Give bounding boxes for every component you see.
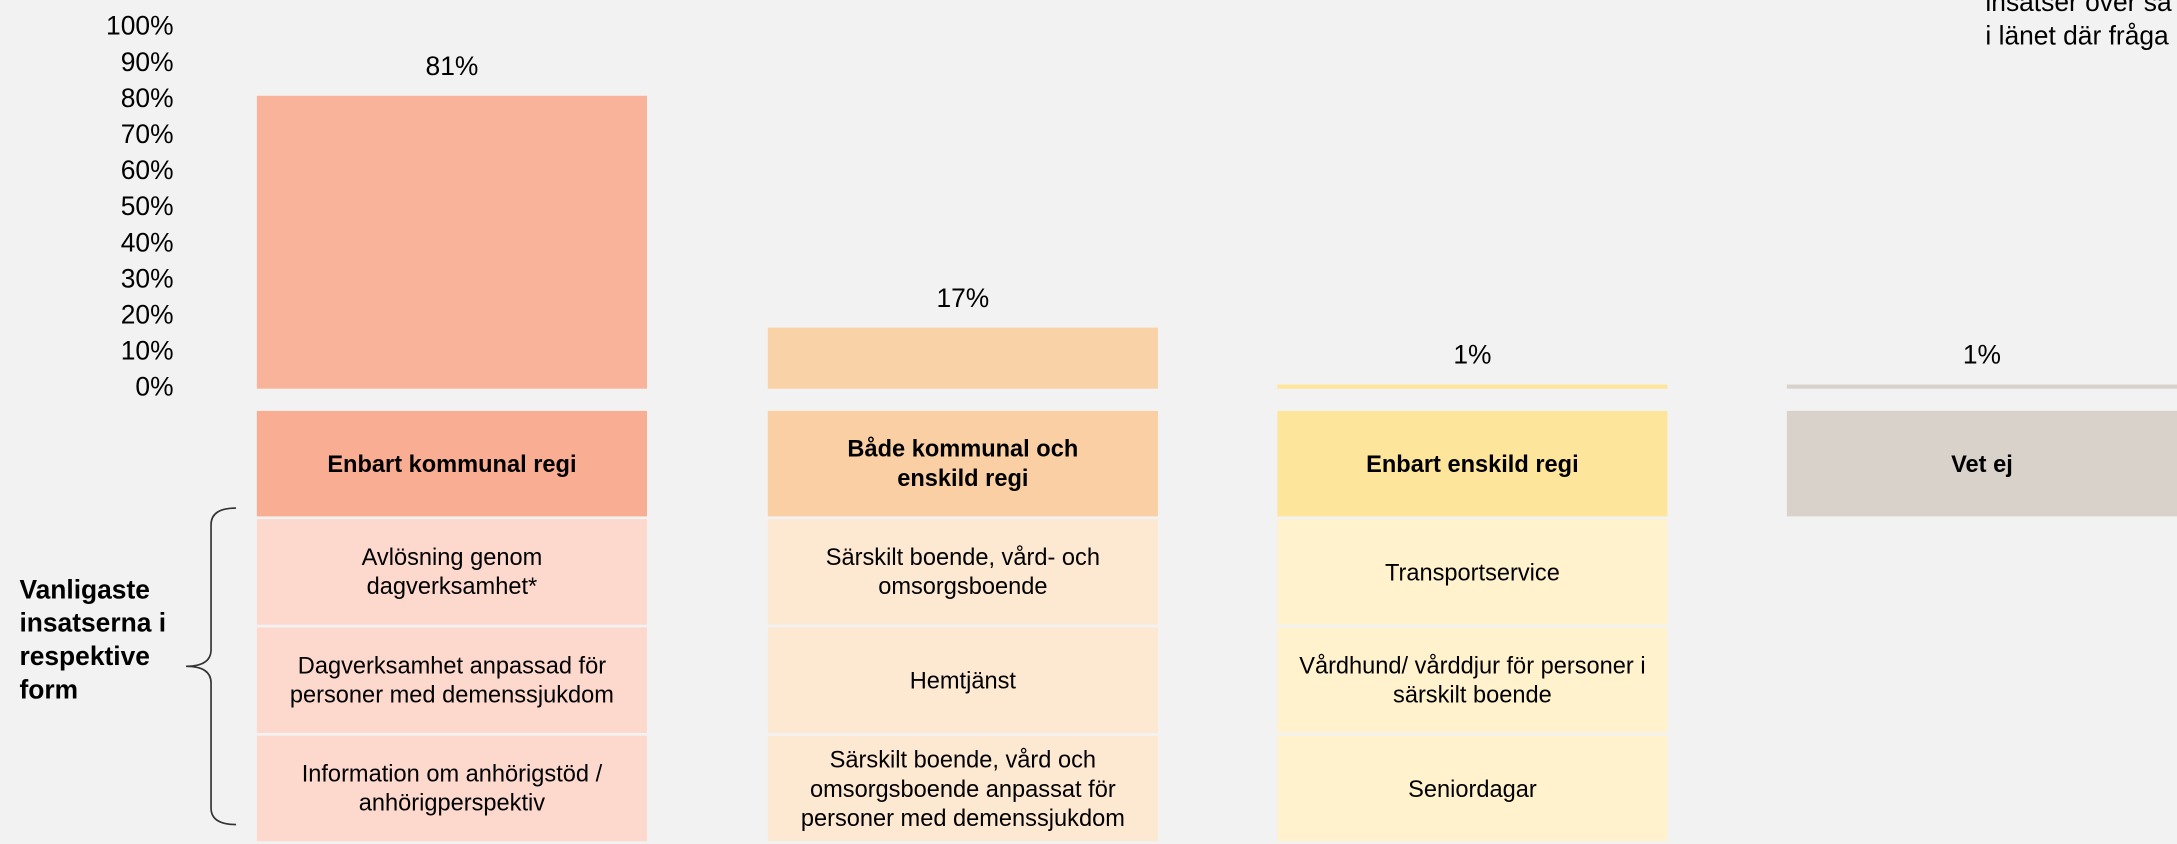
y-tick-label: 50% bbox=[120, 192, 174, 223]
y-tick-label: 0% bbox=[135, 373, 174, 403]
bar bbox=[1786, 385, 2177, 389]
y-tick-label: 30% bbox=[120, 265, 174, 295]
y-tick-label: 40% bbox=[120, 229, 174, 259]
table-cell: Hemtjänst bbox=[767, 627, 1158, 733]
y-tick-label: 20% bbox=[120, 301, 174, 331]
table-cell: Information om anhörigstöd / anhörigpers… bbox=[256, 735, 647, 842]
y-tick-label: 80% bbox=[120, 84, 174, 114]
bar bbox=[256, 96, 647, 389]
bar bbox=[767, 327, 1158, 389]
table-cell: Särskilt boende, vård- och omsorgsboende bbox=[767, 519, 1158, 625]
value-label: 81% bbox=[425, 53, 479, 83]
table-cell: Seniordagar bbox=[1277, 735, 1668, 842]
table-cell: Transportservice bbox=[1277, 519, 1668, 625]
y-tick-label: 60% bbox=[120, 156, 174, 187]
annotation: i länet där fråga bbox=[1985, 22, 2169, 52]
y-tick-label: 90% bbox=[120, 48, 174, 78]
annotation: insatser över sa bbox=[1985, 0, 2172, 19]
category-header: Enbart kommunal regi bbox=[256, 410, 647, 517]
y-tick-label: 10% bbox=[120, 337, 174, 367]
table-cell: Avlösning genom dagverksamhet* bbox=[256, 519, 647, 625]
category-header: Både kommunal och enskild regi bbox=[767, 410, 1158, 517]
y-tick-label: 100% bbox=[106, 12, 174, 42]
table-side-label: Vanligaste insatserna i respektive form bbox=[19, 576, 167, 706]
category-header: Vet ej bbox=[1786, 410, 2177, 517]
table-cell: Särskilt boende, vård och omsorgsboende … bbox=[767, 735, 1158, 842]
category-header: Enbart enskild regi bbox=[1277, 410, 1668, 517]
y-tick-label: 70% bbox=[120, 120, 174, 150]
table-cell: Vårdhund/ vårddjur för personer i särski… bbox=[1277, 627, 1668, 733]
value-label: 1% bbox=[1962, 342, 2002, 372]
table-cell: Dagverksamhet anpassad för personer med … bbox=[256, 627, 647, 733]
brace bbox=[186, 507, 237, 826]
bar bbox=[1277, 385, 1668, 389]
value-label: 1% bbox=[1453, 342, 1492, 372]
value-label: 17% bbox=[936, 284, 990, 314]
